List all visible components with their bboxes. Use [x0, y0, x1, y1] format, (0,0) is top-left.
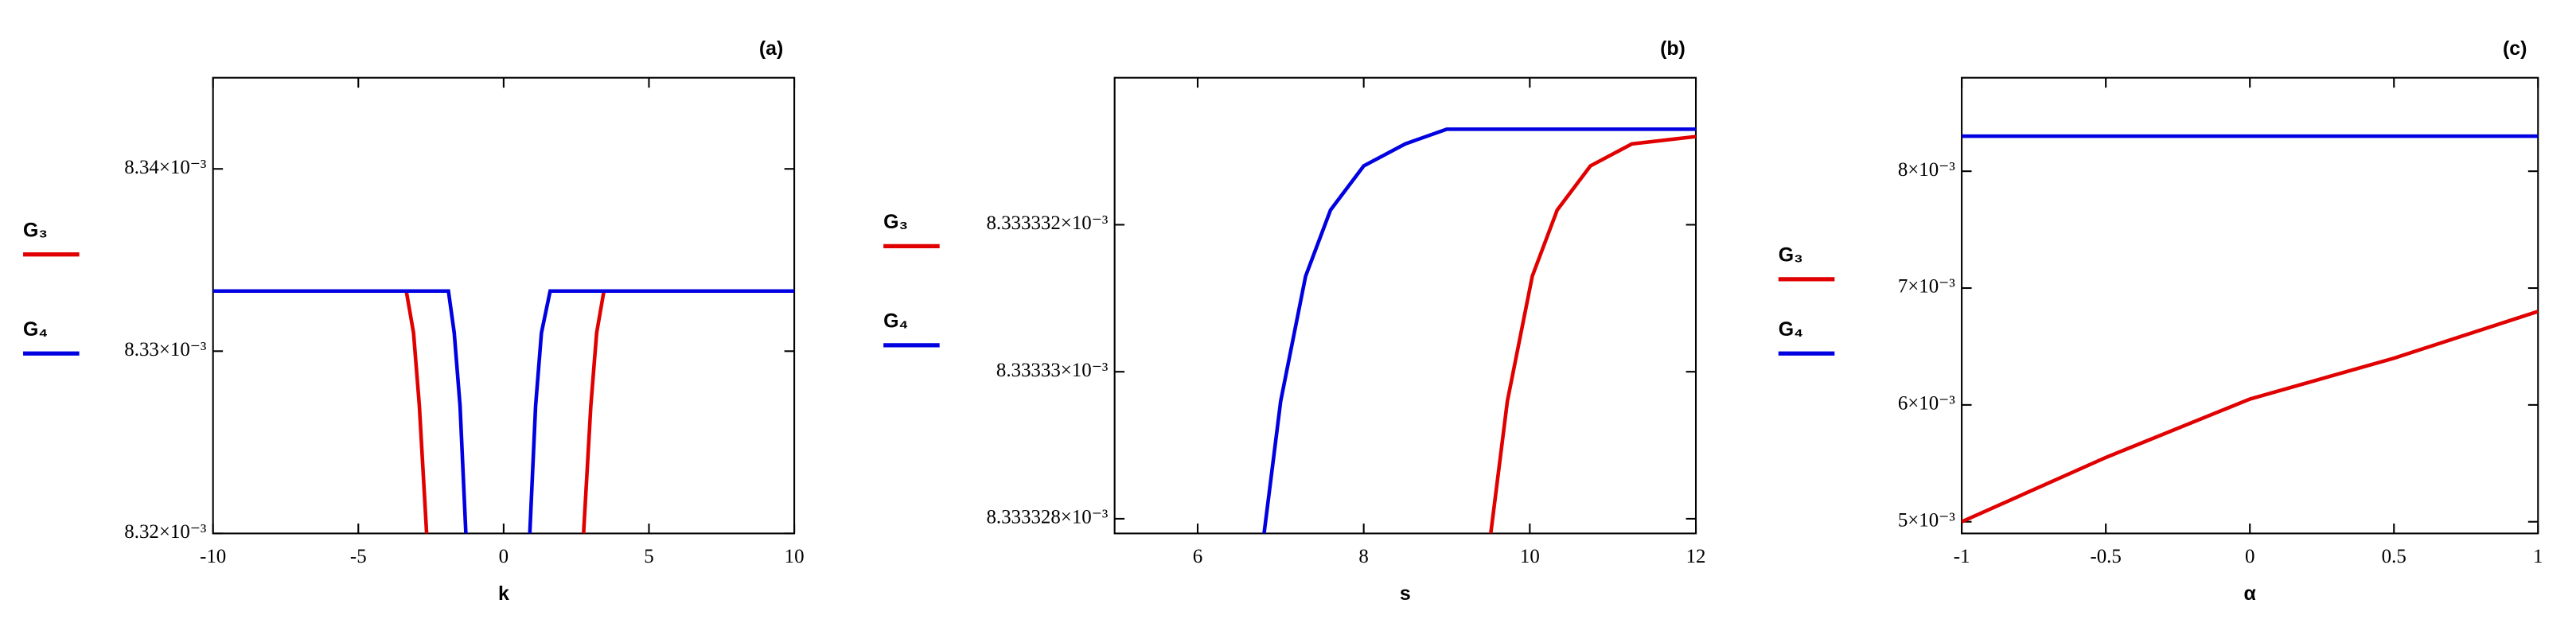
x-axis-label: k [498, 582, 509, 605]
series-line [1962, 310, 2539, 524]
y-tick-label: 8.333328×10⁻³ [986, 507, 1108, 528]
x-tick-label: 1 [2533, 546, 2543, 567]
x-tick-label: 8 [1358, 546, 1368, 567]
x-tick-label: -10 [200, 546, 226, 567]
panel-title: (c) [2503, 37, 2527, 60]
x-tick-label: -0.5 [2090, 546, 2121, 567]
series-line [404, 290, 606, 534]
x-tick-label: -1 [1954, 546, 1970, 567]
y-tick-label: 8.333332×10⁻³ [986, 212, 1108, 234]
x-tick-label: 0 [499, 546, 509, 567]
series-line [1489, 134, 1697, 534]
y-tick-label: 8.34×10⁻³ [124, 157, 206, 178]
legend-label: G₄ [883, 310, 908, 332]
plot-frame [1113, 76, 1697, 535]
legend-label: G₃ [23, 219, 48, 241]
x-tick-label: 10 [785, 546, 805, 567]
y-tick-label: 8.33333×10⁻³ [996, 360, 1108, 381]
x-tick-label: 0 [2245, 546, 2254, 567]
y-tick-label: 5×10⁻³ [1898, 509, 1955, 531]
plot-frame [212, 76, 796, 535]
legend-label: G₄ [1779, 318, 1803, 341]
panel-title: (a) [759, 37, 783, 60]
x-tick-label: 6 [1193, 546, 1202, 567]
y-tick-label: 7×10⁻³ [1898, 276, 1955, 298]
panel: (c) α -1 -0.5 0 0.5 1 5×10⁻³ 6×10⁻³ 7×10⁻³ 8×10⁻³ G… [1779, 37, 2543, 605]
series-line [1262, 127, 1697, 534]
x-tick-label: 12 [1686, 546, 1706, 567]
y-tick-label: 6×10⁻³ [1898, 393, 1955, 415]
x-tick-label: 0.5 [2382, 546, 2406, 567]
legend-label: G₃ [1779, 243, 1803, 266]
x-tick-label: -5 [350, 546, 367, 567]
panel: (a) k -10 -5 0 5 10 8.32×10⁻³ 8.33×10⁻³ 8.34×10⁻³… [23, 37, 804, 605]
series-line [212, 289, 795, 534]
x-axis-label: α [2244, 582, 2257, 605]
y-tick-label: 8×10⁻³ [1898, 159, 1955, 181]
x-axis-label: s [1400, 582, 1411, 605]
plot-frame [1961, 76, 2539, 535]
legend-label: G₃ [883, 211, 908, 233]
y-tick-label: 8.33×10⁻³ [124, 339, 206, 360]
y-tick-label: 8.32×10⁻³ [124, 521, 206, 543]
legend-label: G₄ [23, 318, 48, 341]
x-tick-label: 5 [644, 546, 653, 567]
x-tick-label: 10 [1520, 546, 1540, 567]
panel: (b) s 6 8 10 12 8.333328×10⁻³ 8.33333×10⁻³ 8.333… [883, 37, 1705, 605]
panel-title: (b) [1660, 37, 1686, 60]
